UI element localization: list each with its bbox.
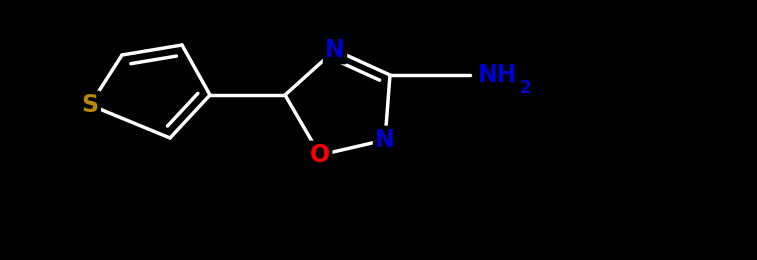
Text: S: S <box>82 93 98 117</box>
Text: N: N <box>325 38 345 62</box>
Text: O: O <box>310 143 330 167</box>
Text: 2: 2 <box>520 79 531 97</box>
Text: NH: NH <box>478 63 518 87</box>
Text: N: N <box>375 128 395 152</box>
